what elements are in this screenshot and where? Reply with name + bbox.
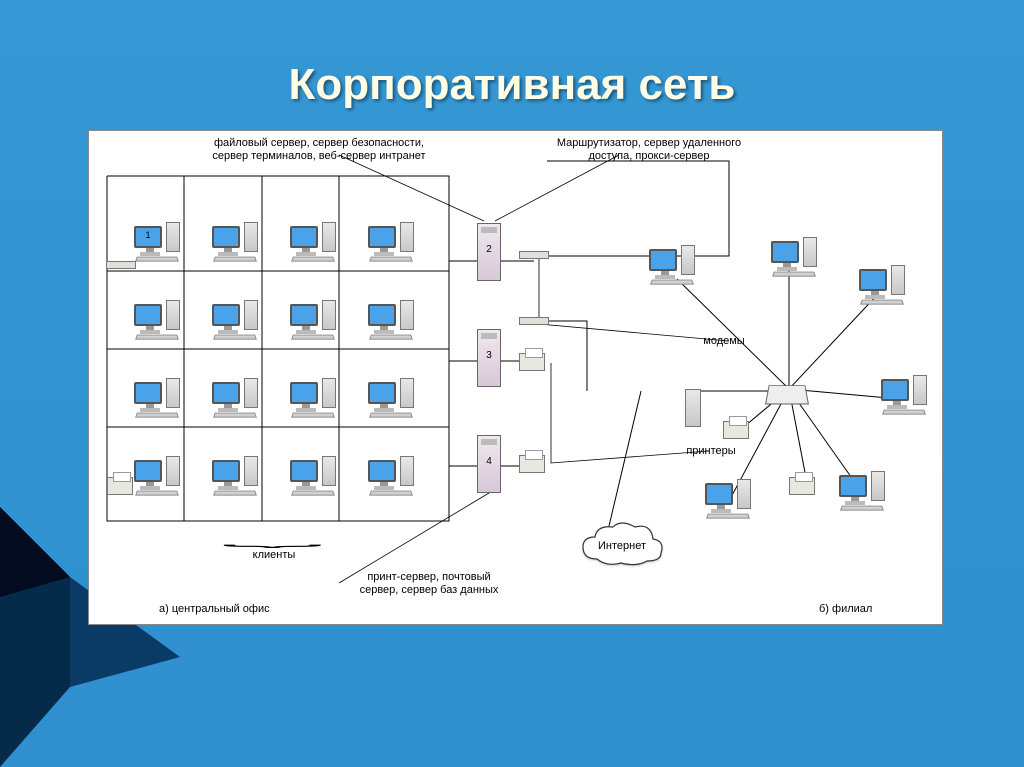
label-file-server: файловый сервер, сервер безопасности, се… xyxy=(179,137,459,162)
internet-cloud: Интернет xyxy=(577,521,667,576)
workstation xyxy=(881,379,909,401)
network-diagram: файловый сервер, сервер безопасности, се… xyxy=(88,130,943,625)
label-branch: б) филиал xyxy=(819,603,919,616)
workstation xyxy=(212,382,240,404)
printer-icon xyxy=(789,477,815,495)
workstation xyxy=(290,226,318,248)
workstation xyxy=(290,460,318,482)
workstation xyxy=(368,460,396,482)
modem-icon xyxy=(519,251,549,259)
workstation xyxy=(290,382,318,404)
workstation xyxy=(368,304,396,326)
workstation: 1 xyxy=(134,226,162,248)
workstation xyxy=(134,304,162,326)
label-central-office: а) центральный офис xyxy=(159,603,319,616)
branch-hub xyxy=(767,383,807,405)
workstation xyxy=(212,460,240,482)
label-clients: клиенты xyxy=(239,549,309,562)
modem-icon xyxy=(106,261,136,269)
slide-title: Корпоративная сеть xyxy=(0,60,1024,110)
workstation xyxy=(212,226,240,248)
printer-icon xyxy=(107,477,133,495)
workstation xyxy=(368,226,396,248)
cloud-label: Интернет xyxy=(598,540,646,552)
printer-icon xyxy=(519,353,545,371)
workstation xyxy=(290,304,318,326)
workstation xyxy=(705,483,733,505)
branch-server xyxy=(685,389,701,427)
workstation xyxy=(649,249,677,271)
label-printers: принтеры xyxy=(671,445,751,458)
modem-icon xyxy=(519,317,549,325)
label-router: Маршрутизатор, сервер удаленного доступа… xyxy=(529,137,769,162)
workstation xyxy=(368,382,396,404)
server-2: 2 xyxy=(477,223,501,281)
workstation xyxy=(212,304,240,326)
workstation xyxy=(839,475,867,497)
workstation xyxy=(771,241,799,263)
diagram-wires xyxy=(89,131,942,624)
printer-icon xyxy=(723,421,749,439)
clients-brace: ⏟ xyxy=(222,531,323,548)
server-4: 4 xyxy=(477,435,501,493)
server-3: 3 xyxy=(477,329,501,387)
label-modems: модемы xyxy=(689,335,759,348)
printer-icon xyxy=(519,455,545,473)
workstation xyxy=(859,269,887,291)
workstation xyxy=(134,460,162,482)
workstation xyxy=(134,382,162,404)
label-print-server: принт-сервер, почтовый сервер, сервер ба… xyxy=(329,571,529,596)
